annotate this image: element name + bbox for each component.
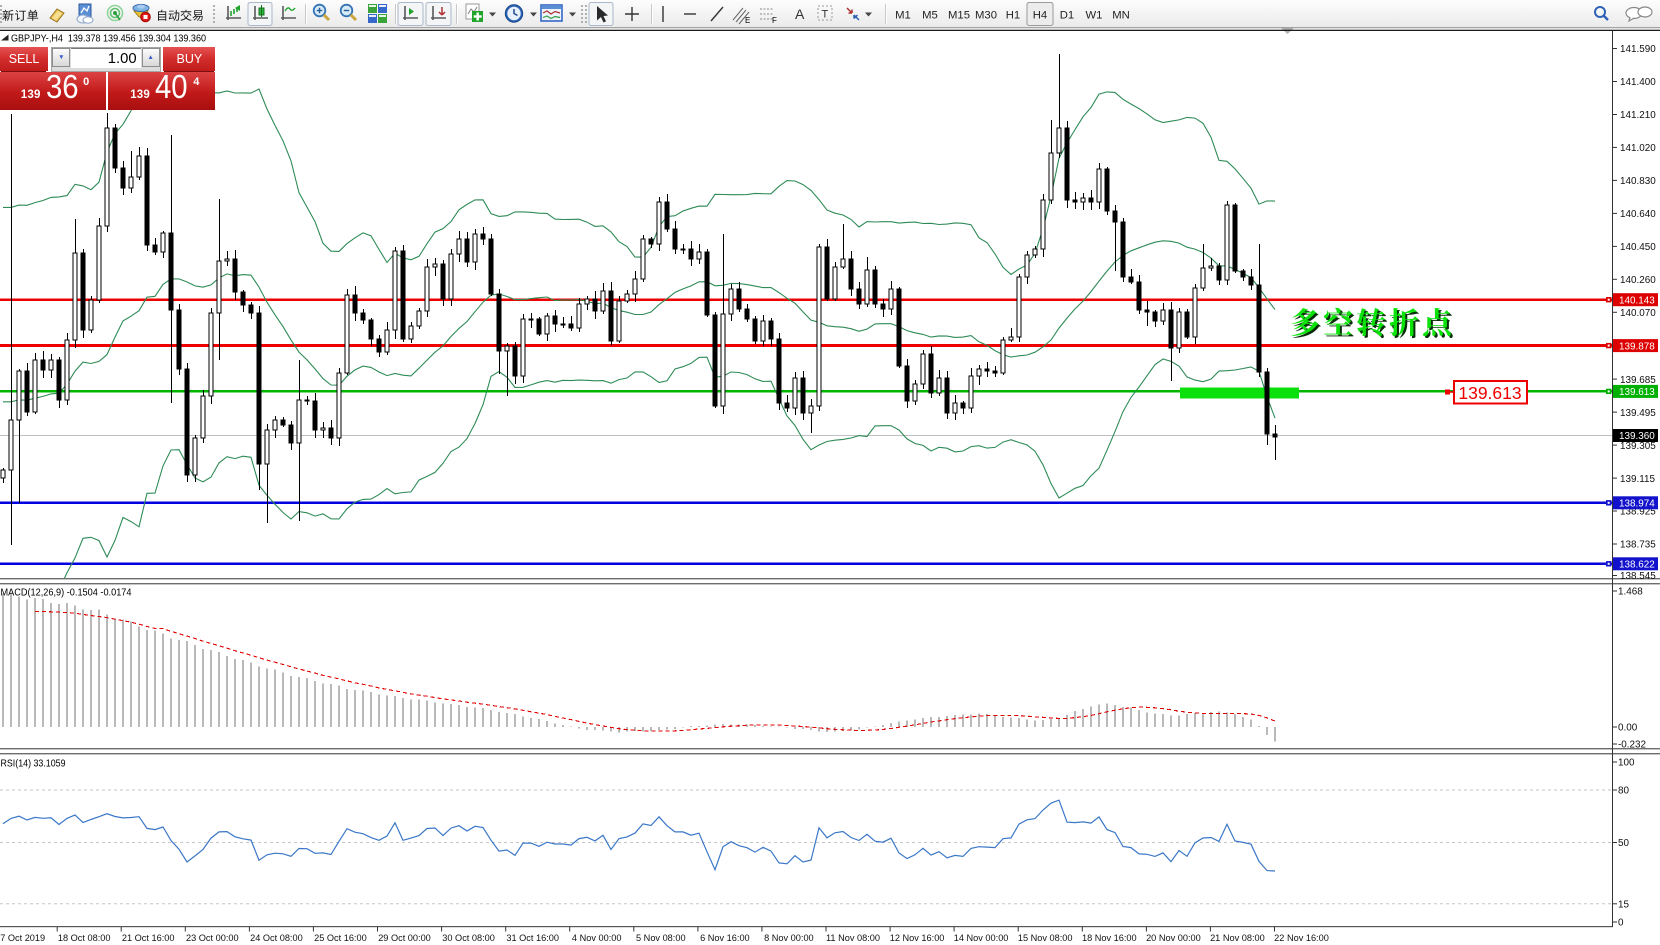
svg-text:12 Nov 16:00: 12 Nov 16:00 (890, 933, 945, 943)
svg-text:25 Oct 16:00: 25 Oct 16:00 (314, 933, 367, 943)
svg-text:140.070: 140.070 (1620, 308, 1656, 319)
svg-text:H4: H4 (1033, 10, 1047, 22)
svg-text:M5: M5 (922, 10, 938, 22)
svg-text:D1: D1 (1060, 10, 1074, 22)
svg-text:6 Nov 16:00: 6 Nov 16:00 (700, 933, 750, 943)
svg-text:21 Oct 16:00: 21 Oct 16:00 (122, 933, 175, 943)
svg-text:140.830: 140.830 (1620, 176, 1656, 187)
svg-text:80: 80 (1618, 786, 1629, 797)
svg-text:M15: M15 (948, 10, 970, 22)
svg-text:22 Nov 16:00: 22 Nov 16:00 (1274, 933, 1329, 943)
svg-text:18 Oct 08:00: 18 Oct 08:00 (58, 933, 111, 943)
svg-text:8 Nov 00:00: 8 Nov 00:00 (764, 933, 814, 943)
svg-text:140.450: 140.450 (1620, 242, 1656, 253)
svg-text:14 Nov 00:00: 14 Nov 00:00 (954, 933, 1009, 943)
svg-text:138.735: 138.735 (1620, 540, 1656, 551)
svg-text:11 Nov 08:00: 11 Nov 08:00 (826, 933, 880, 943)
svg-text:RSI(14) 33.1059: RSI(14) 33.1059 (1, 759, 66, 770)
svg-text:30 Oct 08:00: 30 Oct 08:00 (442, 933, 495, 943)
svg-text:141.400: 141.400 (1620, 77, 1656, 88)
svg-text:MN: MN (1112, 10, 1130, 22)
svg-text:139.878: 139.878 (1619, 341, 1655, 352)
svg-text:17 Oct 2019: 17 Oct 2019 (0, 933, 45, 943)
svg-text:138.545: 138.545 (1620, 571, 1656, 582)
svg-text:139.360: 139.360 (1619, 431, 1655, 442)
svg-text:MACD(12,26,9) -0.1504 -0.0174: MACD(12,26,9) -0.1504 -0.0174 (1, 588, 133, 599)
svg-text:29 Oct 00:00: 29 Oct 00:00 (378, 933, 431, 943)
svg-text:139.613: 139.613 (1458, 383, 1521, 403)
svg-text:138.925: 138.925 (1620, 507, 1656, 518)
svg-text:-0.232: -0.232 (1618, 740, 1646, 751)
svg-text:138.974: 138.974 (1619, 499, 1655, 510)
svg-text:141.020: 141.020 (1620, 143, 1656, 154)
svg-text:W1: W1 (1086, 10, 1103, 22)
svg-text:4 Nov 00:00: 4 Nov 00:00 (572, 933, 622, 943)
svg-text:1.468: 1.468 (1618, 587, 1643, 598)
svg-text:138.622: 138.622 (1619, 560, 1655, 571)
svg-text:141.210: 141.210 (1620, 110, 1656, 121)
svg-text:15: 15 (1618, 900, 1629, 911)
svg-text:0: 0 (1618, 918, 1624, 929)
svg-text:139.115: 139.115 (1620, 474, 1655, 485)
svg-text:141.590: 141.590 (1620, 44, 1656, 55)
svg-text:20 Nov 00:00: 20 Nov 00:00 (1146, 933, 1201, 943)
svg-text:A: A (795, 6, 805, 22)
svg-text:21 Nov 08:00: 21 Nov 08:00 (1210, 933, 1265, 943)
svg-text:24 Oct 08:00: 24 Oct 08:00 (250, 933, 303, 943)
svg-text:139.305: 139.305 (1620, 441, 1656, 452)
svg-text:15 Nov 08:00: 15 Nov 08:00 (1018, 933, 1073, 943)
svg-text:139.613: 139.613 (1619, 387, 1655, 398)
svg-text:139.495: 139.495 (1620, 408, 1656, 419)
svg-text:E: E (745, 16, 750, 25)
svg-text:139.685: 139.685 (1620, 375, 1656, 386)
svg-text:18 Nov 16:00: 18 Nov 16:00 (1082, 933, 1137, 943)
svg-text:140.260: 140.260 (1620, 275, 1656, 286)
svg-text:F: F (772, 16, 777, 25)
svg-text:GBPJPY-,H4 139.378 139.456 13: GBPJPY-,H4 139.378 139.456 139.304 139.3… (11, 34, 206, 45)
svg-text:5 Nov 08:00: 5 Nov 08:00 (636, 933, 686, 943)
svg-text:140.640: 140.640 (1620, 209, 1656, 220)
svg-text:H1: H1 (1006, 10, 1020, 22)
svg-text:140.143: 140.143 (1619, 295, 1655, 306)
svg-text:M30: M30 (975, 10, 997, 22)
svg-text:0.00: 0.00 (1618, 723, 1638, 734)
svg-text:50: 50 (1618, 838, 1629, 849)
svg-text:M1: M1 (895, 10, 911, 22)
svg-text:31 Oct 16:00: 31 Oct 16:00 (506, 933, 559, 943)
svg-text:T: T (822, 9, 829, 21)
svg-text:100: 100 (1618, 758, 1635, 769)
svg-text:23 Oct 00:00: 23 Oct 00:00 (186, 933, 239, 943)
